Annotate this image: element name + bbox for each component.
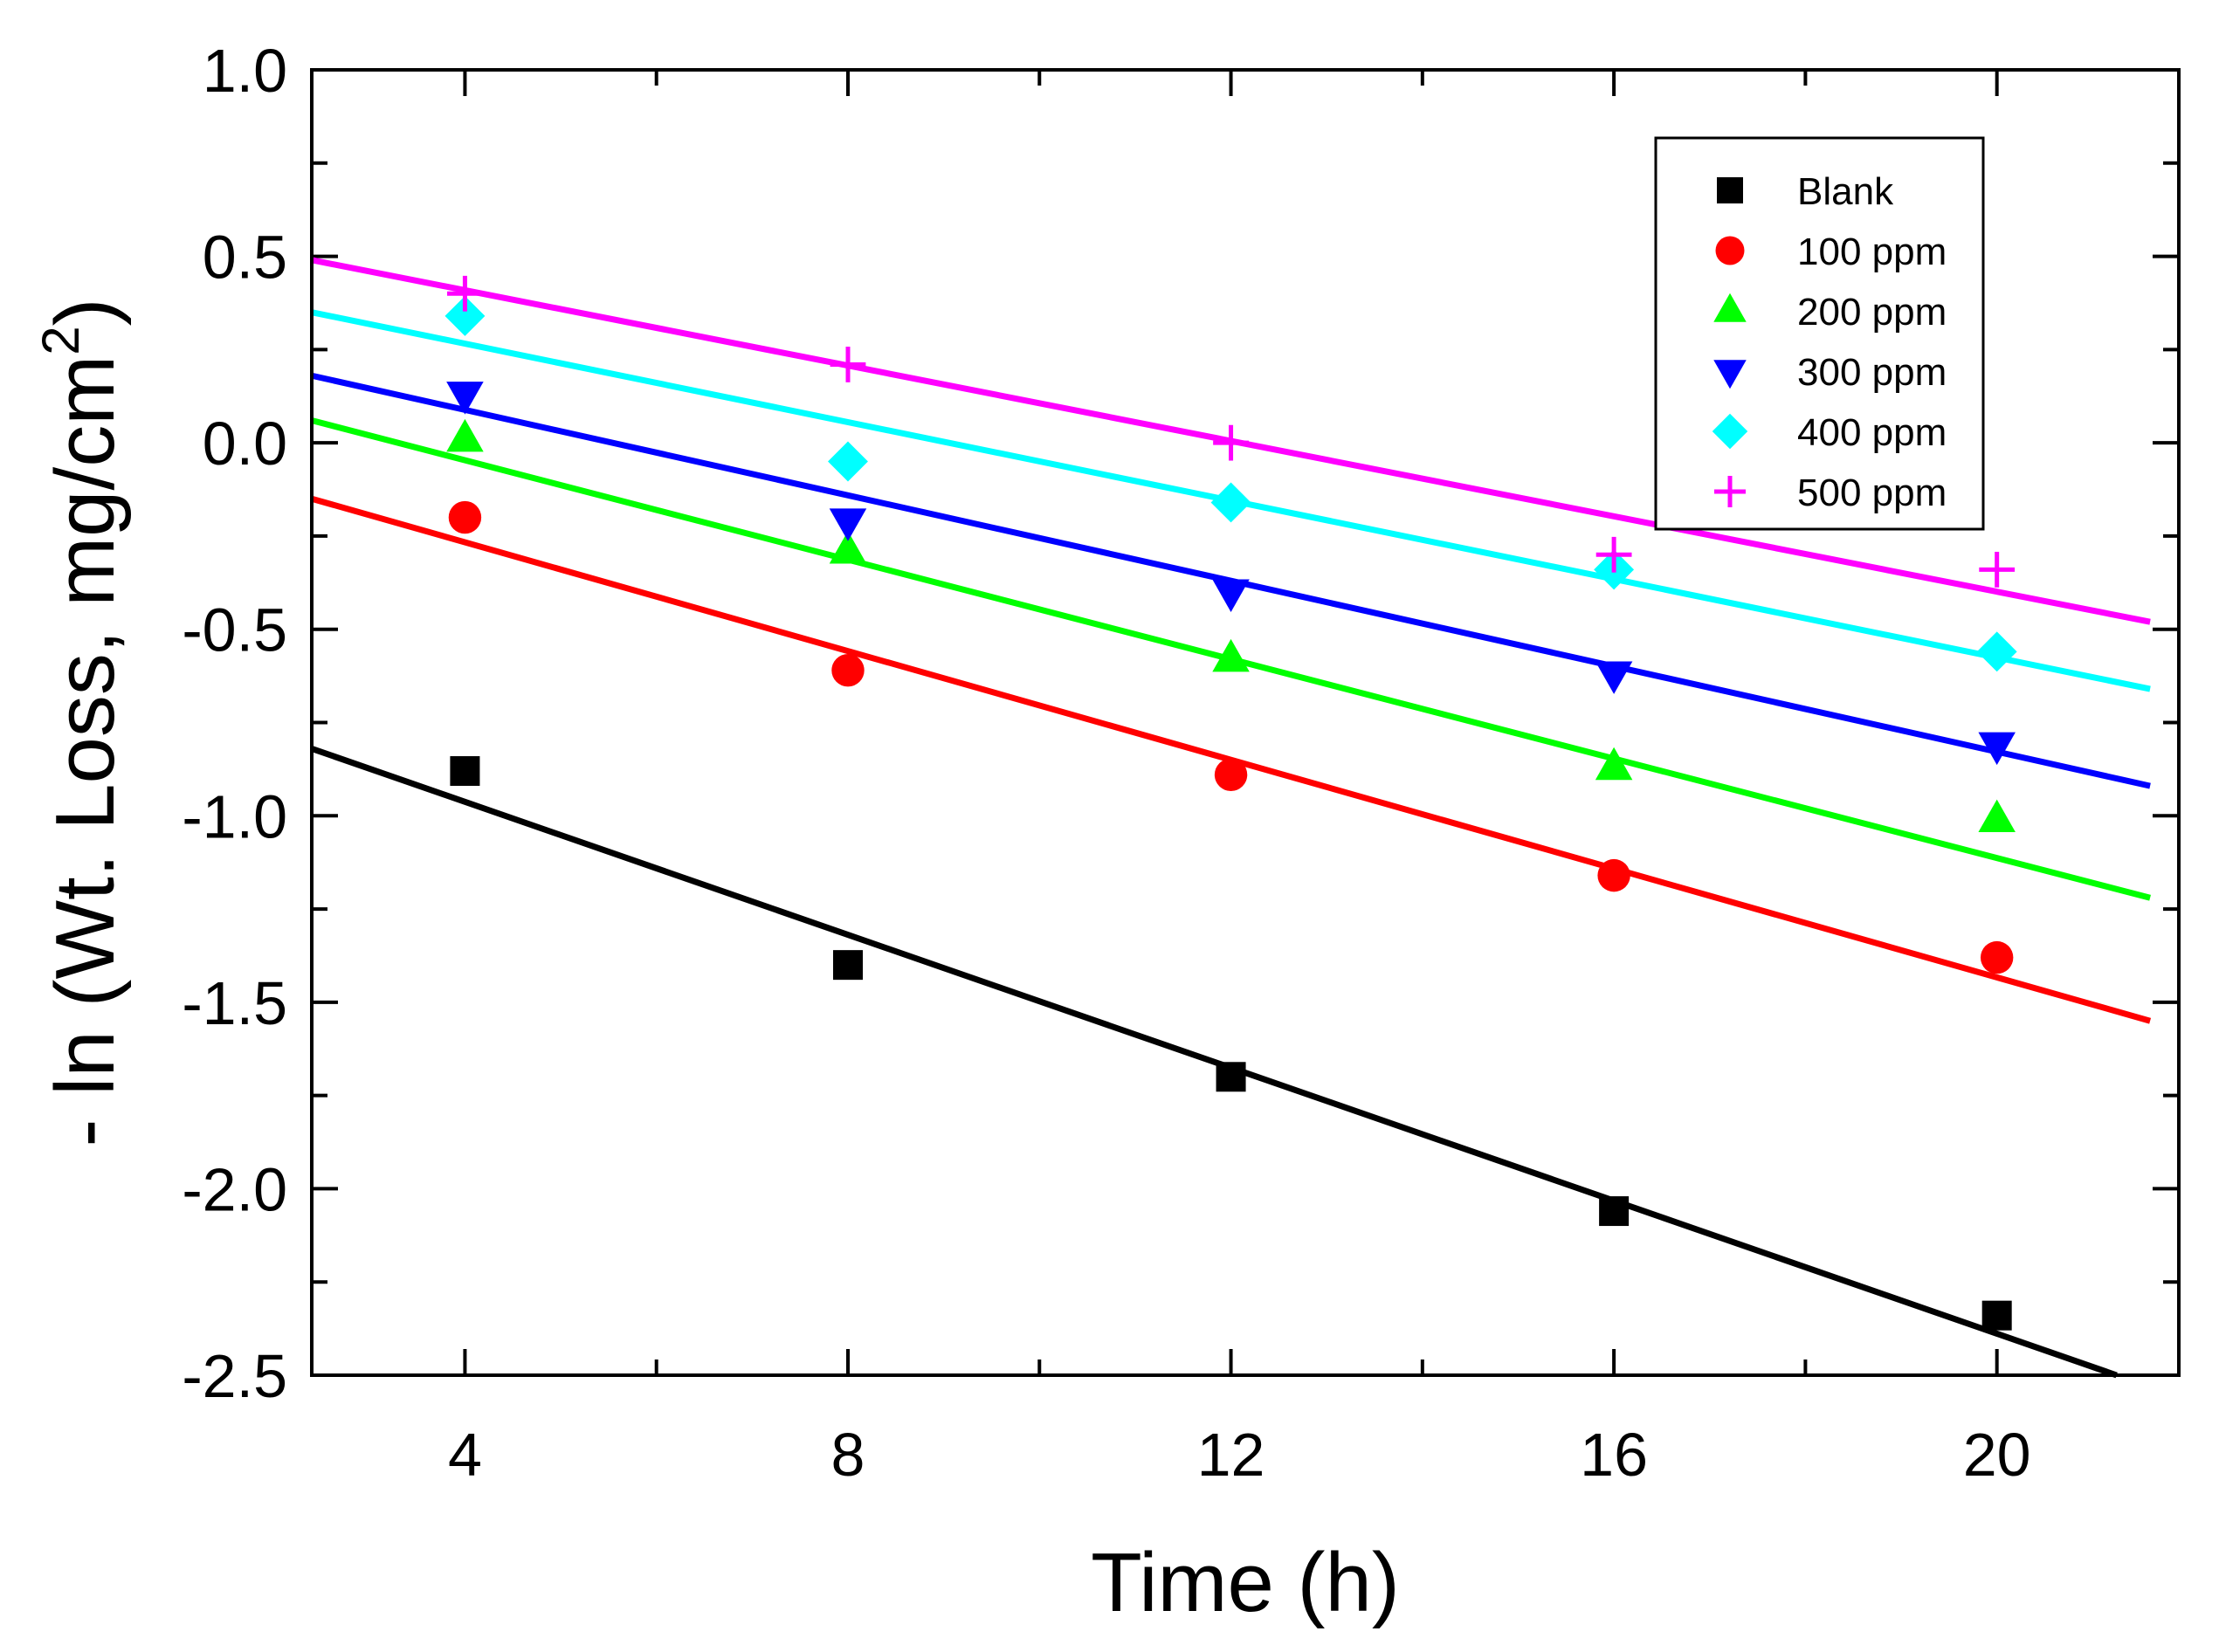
y-tick-label: 0.0 <box>203 410 287 478</box>
point-300-ppm <box>829 508 867 541</box>
point-200-ppm <box>1978 799 2016 833</box>
y-tick-label: -2.0 <box>182 1155 287 1223</box>
point-100-ppm <box>831 654 865 687</box>
point-500-ppm <box>447 275 483 312</box>
point-300-ppm <box>446 382 484 415</box>
x-tick-label: 20 <box>1963 1421 2031 1489</box>
legend-marker-400-ppm <box>1712 413 1748 450</box>
point-400-ppm <box>828 441 868 482</box>
point-blank <box>1216 1062 1246 1092</box>
x-tick-labels: 4 8 12 16 20 <box>448 1421 2031 1489</box>
point-blank <box>832 950 863 981</box>
legend-marker-300-ppm <box>1713 360 1747 389</box>
legend-marker-100-ppm <box>1715 236 1745 265</box>
fit-line-blank <box>310 746 2118 1379</box>
point-400-ppm <box>444 295 486 336</box>
point-blank <box>1981 1300 2012 1331</box>
y-axis-title: - ln (Wt. Loss, mg/cm2) <box>31 298 132 1146</box>
point-200-ppm <box>829 531 867 564</box>
x-axis-title: Time (h) <box>1091 1536 1400 1629</box>
x-tick-label: 16 <box>1580 1421 1648 1489</box>
y-tick-label: -1.5 <box>182 969 287 1037</box>
point-400-ppm <box>1976 631 2017 672</box>
point-500-ppm <box>1979 551 2016 588</box>
legend-label-200-ppm: 200 ppm <box>1797 291 1947 334</box>
y-tick-label: -1.0 <box>182 782 287 850</box>
legend: Blank 100 ppm 200 ppm 300 ppm 400 ppm 500 ppm <box>1654 136 1985 531</box>
point-500-ppm <box>1213 424 1249 461</box>
legend-marker-500-ppm <box>1714 476 1746 507</box>
legend-label-300-ppm: 300 ppm <box>1797 351 1947 394</box>
y-tick-label: 0.5 <box>203 224 287 292</box>
y-axis-title-main: - ln (Wt. Loss, mg/cm <box>38 355 132 1147</box>
point-blank <box>1599 1196 1630 1227</box>
x-tick-label: 4 <box>448 1421 482 1489</box>
point-blank <box>450 756 480 787</box>
point-500-ppm <box>1595 536 1632 573</box>
x-tick-label: 12 <box>1197 1421 1265 1489</box>
data-points <box>444 275 2017 1331</box>
plot-frame <box>310 68 2181 1377</box>
legend-label-blank: Blank <box>1797 170 1894 213</box>
y-tick-label: -2.5 <box>182 1342 287 1410</box>
point-200-ppm <box>446 418 484 452</box>
point-200-ppm <box>1212 638 1250 672</box>
y-tick-label: 1.0 <box>203 37 287 105</box>
legend-label-400-ppm: 400 ppm <box>1797 411 1947 454</box>
point-100-ppm <box>1980 940 2014 974</box>
legend-label-100-ppm: 100 ppm <box>1797 231 1947 273</box>
x-tick-label: 8 <box>831 1421 865 1489</box>
y-axis-title-superscript: 2 <box>31 326 90 354</box>
y-tick-label: -0.5 <box>182 596 287 664</box>
point-100-ppm <box>448 500 482 534</box>
point-200-ppm <box>1595 747 1633 781</box>
legend-marker-200-ppm <box>1713 293 1747 322</box>
point-400-ppm <box>1210 482 1251 523</box>
legend-marker-blank <box>1717 177 1743 203</box>
legend-box <box>1654 136 1985 531</box>
point-100-ppm <box>1597 858 1630 892</box>
point-100-ppm <box>1214 758 1248 791</box>
point-300-ppm <box>1212 579 1250 612</box>
y-axis-title-close: ) <box>38 298 132 326</box>
point-300-ppm <box>1978 732 2016 766</box>
point-500-ppm <box>830 347 866 382</box>
y-tick-labels: 1.0 0.5 0.0 -0.5 -1.0 -1.5 -2.0 -2.5 <box>182 37 287 1410</box>
legend-label-500-ppm: 500 ppm <box>1797 472 1947 514</box>
point-300-ppm <box>1595 661 1633 694</box>
